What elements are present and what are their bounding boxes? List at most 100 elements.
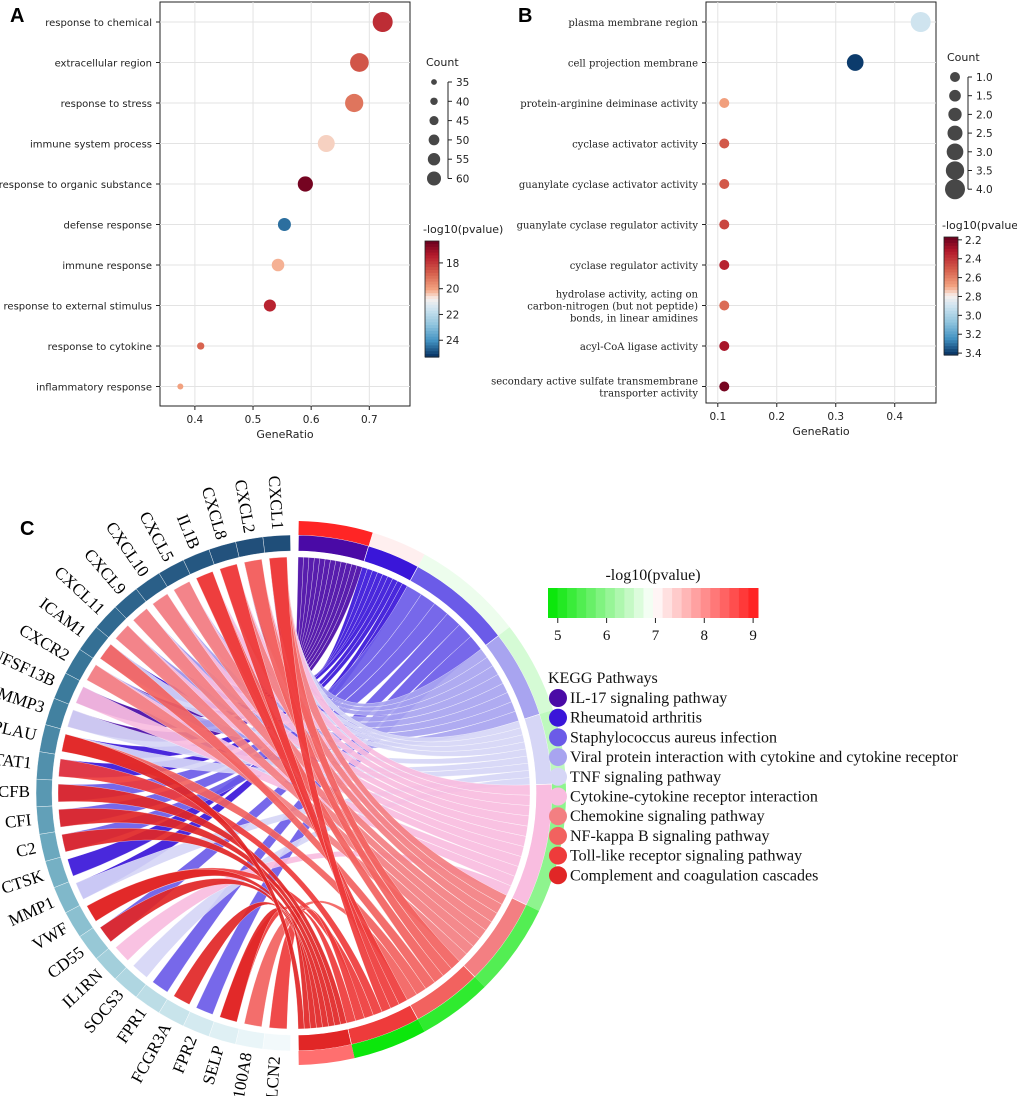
gene-label: MMP3 (0, 684, 47, 717)
color-legend-label: 2.8 (965, 291, 982, 303)
kegg-legend-title: KEGG Pathways (548, 670, 658, 687)
gene-label: CFI (4, 810, 33, 832)
color-legend-segment (944, 304, 958, 309)
data-point (372, 12, 393, 32)
color-legend-label: 3.4 (965, 348, 982, 360)
color-legend-segment (425, 246, 439, 251)
chord-ribbon (269, 907, 365, 1030)
color-legend-label: 22 (446, 309, 459, 321)
gene-arc (183, 549, 215, 575)
color-legend-segment (425, 345, 439, 349)
pvalue-band (498, 627, 553, 715)
pvalue-legend-segment (738, 588, 749, 618)
pvalue-legend-label: 8 (701, 628, 709, 644)
size-legend-dot (947, 125, 963, 141)
size-legend-label: 1.5 (976, 91, 993, 103)
pvalue-legend-segment (624, 588, 635, 618)
gene-label: CTSK (0, 866, 47, 898)
category-label: bonds, in linear amidines (570, 314, 698, 325)
kegg-legend-dot (549, 748, 567, 767)
color-legend-segment (425, 278, 439, 283)
color-legend-segment (944, 239, 958, 244)
category-label: guanylate cyclase activator activity (519, 180, 698, 191)
gene-arc (135, 572, 168, 602)
color-legend-segment (425, 281, 439, 286)
size-legend-label: 50 (456, 135, 469, 147)
color-legend-segment (425, 354, 439, 358)
kegg-legend-label: Complement and coagulation cascades (570, 867, 818, 884)
data-point (719, 179, 730, 189)
color-legend-segment (425, 301, 439, 306)
gene-label: CFB (0, 782, 30, 801)
size-legend-label: 55 (456, 154, 469, 166)
x-tick-label: 0.6 (303, 414, 320, 426)
color-legend-segment (944, 245, 958, 250)
color-legend-segment (425, 307, 439, 312)
x-tick-label: 0.2 (768, 411, 785, 423)
panel-label-a: A (10, 5, 24, 27)
color-legend-segment (944, 337, 958, 341)
color-legend-segment (425, 339, 439, 344)
gene-label: FPR2 (169, 1033, 201, 1076)
category-label: plasma membrane region (568, 18, 698, 29)
color-legend-segment (425, 296, 439, 300)
size-legend-dot (427, 153, 441, 166)
kegg-legend-label: Viral protein interaction with cytokine … (570, 749, 958, 766)
color-legend-segment (944, 266, 958, 271)
gene-label: STAT1 (0, 749, 33, 773)
category-label: immune system process (30, 140, 152, 151)
pvalue-band (298, 521, 373, 547)
color-legend-segment (425, 325, 439, 329)
color-legend-segment (425, 319, 439, 323)
kegg-legend-dot (549, 787, 567, 806)
color-legend-segment (944, 287, 958, 291)
data-point (277, 218, 291, 231)
gene-arc (114, 588, 147, 619)
gene-arc (96, 948, 127, 980)
x-tick-label: 0.1 (709, 411, 726, 423)
gene-arc (208, 1021, 240, 1045)
kegg-legend-label: NF-kappa B signaling pathway (570, 828, 770, 845)
color-legend-segment (944, 307, 958, 312)
pvalue-legend-segment (595, 588, 606, 618)
data-point (350, 53, 369, 72)
gene-arc (53, 672, 80, 705)
pvalue-legend-segment (633, 588, 644, 618)
color-legend-segment (425, 284, 439, 288)
color-legend-segment (944, 269, 958, 273)
color-legend-segment (944, 298, 958, 303)
color-legend-label: 24 (446, 335, 460, 347)
gene-label: VWF (29, 918, 71, 954)
gene-arc (158, 559, 191, 588)
size-legend-label: 35 (456, 77, 469, 89)
chord-ribbon (244, 559, 452, 977)
size-legend-dot (950, 72, 960, 82)
size-legend-dot (429, 116, 439, 126)
data-point (271, 258, 285, 272)
data-point (263, 299, 276, 312)
kegg-legend-label: TNF signaling pathway (570, 769, 721, 786)
color-legend-segment (944, 257, 958, 262)
size-legend-label: 40 (456, 96, 469, 108)
category-label: cyclase regulator activity (570, 261, 699, 272)
x-tick-label: 0.4 (187, 414, 204, 426)
color-legend-segment (944, 272, 958, 276)
color-legend-segment (944, 328, 958, 332)
pvalue-legend-segment (748, 588, 759, 618)
category-label: transporter activity (599, 389, 698, 400)
color-legend-segment (425, 351, 439, 355)
gene-label: PLAU (0, 716, 38, 744)
color-legend-label: 3.0 (965, 310, 982, 322)
color-legend-label: 20 (446, 284, 459, 296)
category-label: response to organic substance (0, 180, 152, 191)
color-legend-segment (944, 313, 958, 318)
category-label: guanylate cyclase regulator activity (517, 221, 699, 232)
pvalue-legend-segment (576, 588, 587, 618)
panel-a-dotplot: 0.4 0.5 0.6 0.7 GeneRatio response to chemica… (0, 1, 503, 441)
pvalue-legend-segment (691, 588, 702, 618)
size-legend-dot (945, 179, 965, 200)
color-legend-segment (425, 267, 439, 271)
size-legend-dot (430, 97, 438, 106)
data-point (177, 383, 184, 390)
pvalue-legend-segment (700, 588, 711, 618)
